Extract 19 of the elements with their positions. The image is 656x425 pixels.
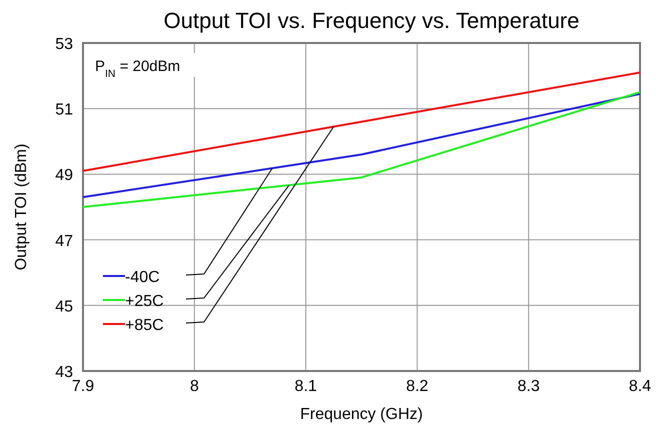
x-tick-label: 7.9 [72, 378, 94, 395]
x-tick-label: 8.3 [517, 378, 540, 395]
legend-label: -40C [125, 269, 160, 286]
x-tick-label: 8.2 [406, 378, 428, 395]
y-axis-title: Output TOI (dBm) [13, 144, 30, 270]
x-axis-title: Frequency (GHz) [300, 406, 423, 423]
y-tick-label: 53 [55, 36, 74, 53]
y-tick-label: 51 [55, 102, 74, 119]
x-tick-label: 8.4 [628, 378, 652, 395]
legend-label: +85C [125, 317, 164, 334]
x-tick-label: 8 [190, 378, 199, 395]
x-tick-label: 8.1 [294, 378, 318, 395]
legend-label: +25C [125, 293, 164, 310]
y-tick-label: 49 [55, 167, 74, 184]
annotation: P$_{IN}$ = 20dBm [95, 58, 180, 80]
y-tick-label: 43 [55, 364, 74, 381]
chart-title: Output TOI vs. Frequency vs. Temperature [164, 8, 580, 33]
y-tick-label: 45 [55, 298, 74, 316]
y-tick-label: 47 [55, 232, 74, 250]
